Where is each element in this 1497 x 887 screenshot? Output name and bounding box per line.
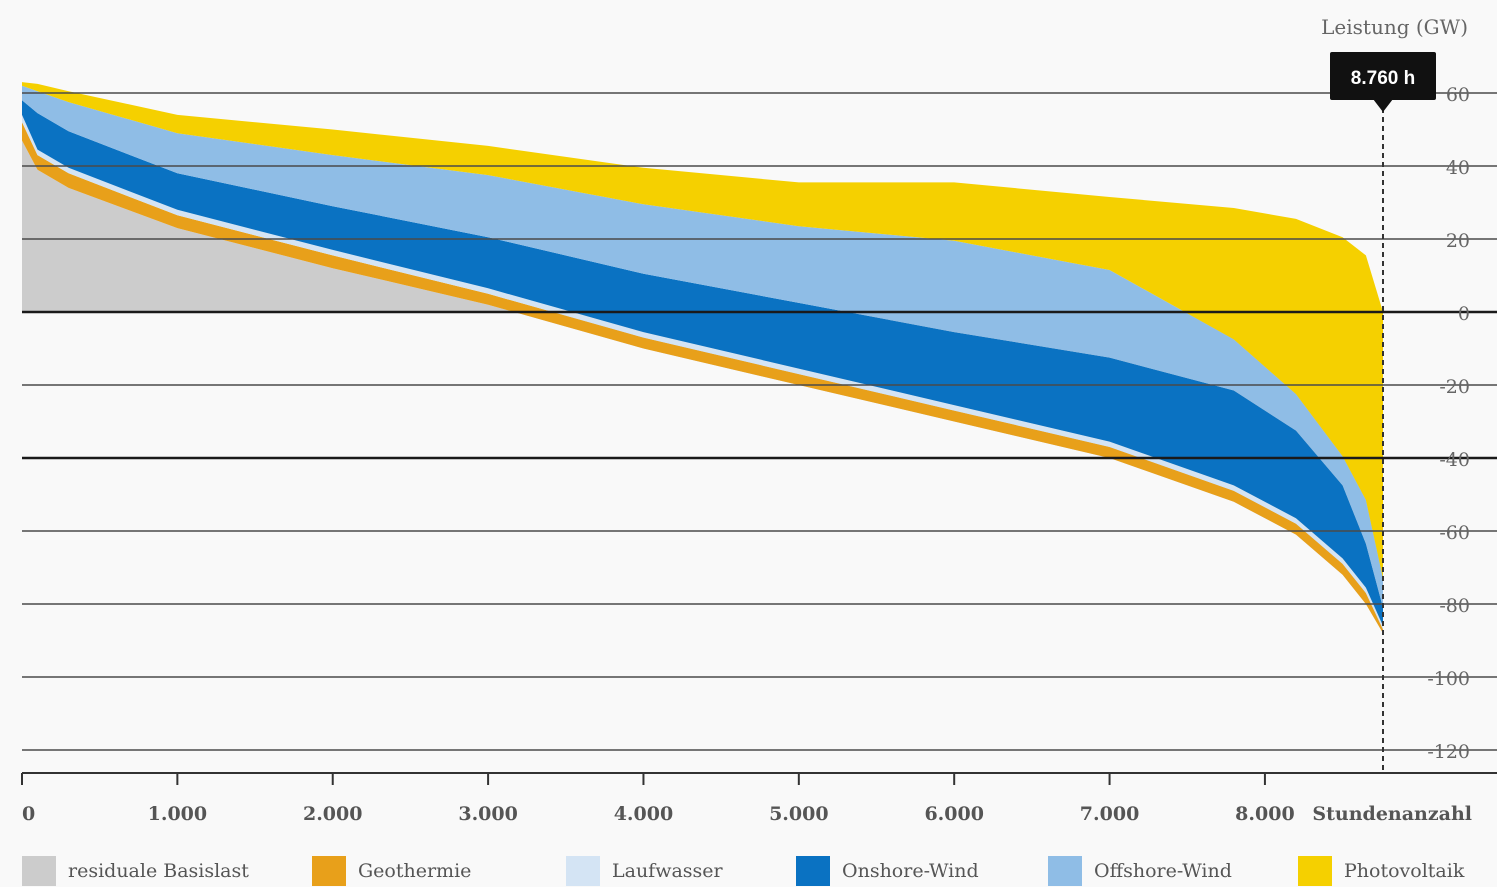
marker-box xyxy=(1330,52,1436,100)
legend-swatch xyxy=(796,856,830,886)
legend-item-geothermie: Geothermie xyxy=(312,856,471,886)
legend-item-onshore-wind: Onshore-Wind xyxy=(796,856,979,886)
marker-label: 8.760 h xyxy=(1351,68,1415,89)
y-tick-label: -20 xyxy=(1439,376,1470,398)
x-axis: 0 1.000 2.000 3.000 4.000 5.000 6.000 7.000 8.00… xyxy=(21,772,1497,825)
area-photovoltaik xyxy=(22,82,1383,579)
stacked-areas xyxy=(22,82,1383,634)
y-tick-label: 60 xyxy=(1446,84,1470,106)
y-tick-label: -120 xyxy=(1427,741,1470,763)
legend-swatch xyxy=(1048,856,1082,886)
legend-item-residuale-basislast: residuale Basislast xyxy=(22,856,249,886)
y-tick-label: 20 xyxy=(1446,230,1470,252)
legend-label: Laufwasser xyxy=(612,860,723,882)
x-tick-label: 7.000 xyxy=(1080,803,1140,825)
y-tick-label: -40 xyxy=(1439,449,1470,471)
legend-swatch xyxy=(566,856,600,886)
x-tick-label: 3.000 xyxy=(458,803,518,825)
x-tick-label: 8.000 xyxy=(1235,803,1295,825)
legend-label: residuale Basislast xyxy=(68,860,249,882)
y-tick-label: -100 xyxy=(1427,668,1470,690)
legend-swatch xyxy=(22,856,56,886)
legend-label: Geothermie xyxy=(358,860,472,882)
x-tick-label: 0 xyxy=(22,803,35,825)
legend-item-photovoltaik: Photovoltaik xyxy=(1298,856,1464,886)
gridlines xyxy=(22,92,1497,751)
y-tick-label: 40 xyxy=(1446,157,1470,179)
y-tick-label: -80 xyxy=(1439,595,1470,617)
area-offshore-wind xyxy=(22,85,1383,608)
x-tick-label: 1.000 xyxy=(148,803,208,825)
legend-swatch xyxy=(1298,856,1332,886)
legend-label: Photovoltaik xyxy=(1344,860,1465,882)
y-tick-label: 0 xyxy=(1458,303,1470,325)
legend-label: Onshore-Wind xyxy=(842,860,979,882)
x-axis-label: Stundenanzahl xyxy=(1312,803,1472,825)
y-tick-label: -60 xyxy=(1439,522,1470,544)
marker-pointer xyxy=(1373,99,1393,112)
legend: residuale Basislast Geothermie Laufwasser O… xyxy=(0,852,1497,887)
x-tick-label: 5.000 xyxy=(769,803,829,825)
hour-marker: 8.760 h xyxy=(1330,52,1436,773)
legend-swatch xyxy=(312,856,346,886)
area-onshore-wind xyxy=(22,100,1383,626)
y-axis-ticks: 60 40 20 0 -20 -40 -60 -80 -100 -120 xyxy=(1427,84,1470,763)
x-tick-label: 6.000 xyxy=(924,803,984,825)
legend-label: Offshore-Wind xyxy=(1094,860,1232,882)
y-axis-label: Leistung (GW) xyxy=(1321,15,1468,39)
legend-item-laufwasser: Laufwasser xyxy=(566,856,723,886)
legend-item-offshore-wind: Offshore-Wind xyxy=(1048,856,1232,886)
x-tick-label: 2.000 xyxy=(303,803,363,825)
x-tick-label: 4.000 xyxy=(614,803,674,825)
